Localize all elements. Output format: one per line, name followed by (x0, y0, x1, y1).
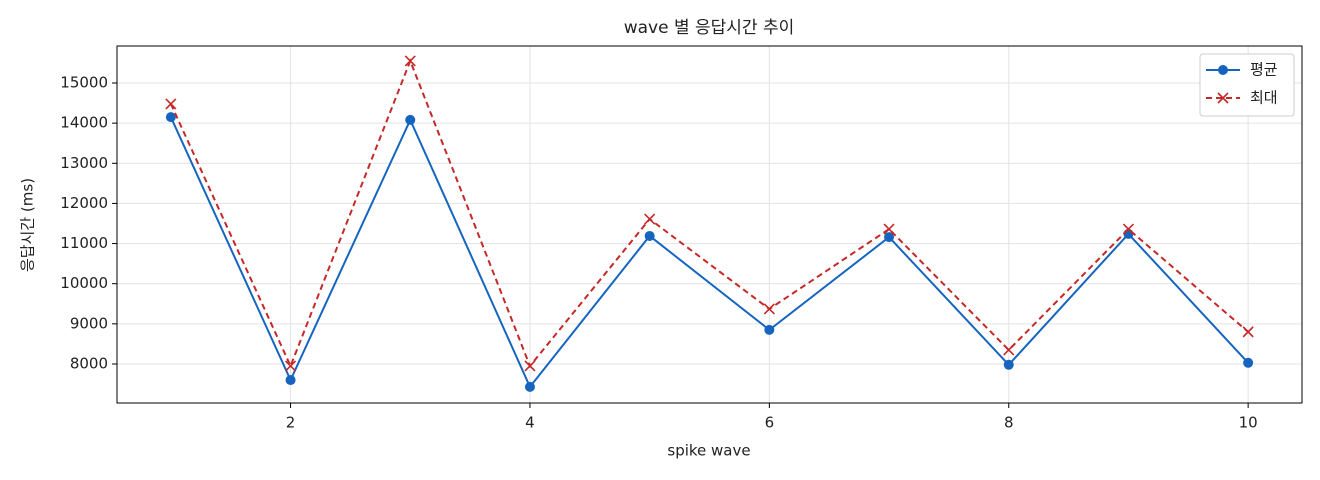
marker (644, 230, 655, 241)
line (169, 58, 1249, 369)
marker (1242, 326, 1254, 338)
y-tick-label: 8000 (70, 354, 108, 372)
x-tick-label: 4 (525, 414, 535, 432)
marker (763, 303, 775, 315)
x-tick-label: 10 (1239, 414, 1258, 432)
marker (1122, 223, 1135, 235)
marker (284, 360, 297, 372)
y-tick-label: 9000 (70, 314, 108, 332)
y-tick-label: 11000 (60, 234, 108, 252)
marker (1003, 359, 1014, 370)
legend-label: 평균 (1250, 61, 1278, 79)
marker (883, 223, 895, 235)
y-tick-label: 12000 (60, 194, 108, 212)
marker (405, 114, 416, 125)
x-tick-label: 6 (765, 414, 775, 432)
marker (165, 98, 177, 110)
legend-box (1199, 53, 1295, 117)
line (169, 116, 1249, 389)
marker (165, 112, 176, 123)
y-tick-label: 15000 (60, 74, 108, 92)
y-tick-label: 10000 (60, 274, 108, 292)
marker (285, 375, 296, 386)
marker (1243, 357, 1254, 368)
legend-marker (1218, 65, 1228, 75)
y-tick-label: 13000 (60, 154, 108, 172)
marker (524, 381, 535, 392)
y-axis-label: 응답시간 (ms) (19, 178, 37, 272)
marker (1003, 344, 1015, 356)
marker (524, 360, 536, 372)
marker (644, 213, 656, 225)
marker (764, 324, 775, 335)
chart-title: wave 별 응답시간 추이 (624, 18, 795, 38)
y-tick-label: 14000 (60, 114, 108, 132)
legend-marker (1217, 92, 1229, 104)
legend-label: 최대 (1250, 89, 1278, 107)
marker (884, 232, 895, 243)
plot-frame (116, 45, 1303, 404)
marker (404, 55, 416, 67)
x-axis-label: spike wave (667, 442, 750, 460)
x-tick-label: 8 (1004, 414, 1014, 432)
x-tick-label: 2 (286, 414, 296, 432)
